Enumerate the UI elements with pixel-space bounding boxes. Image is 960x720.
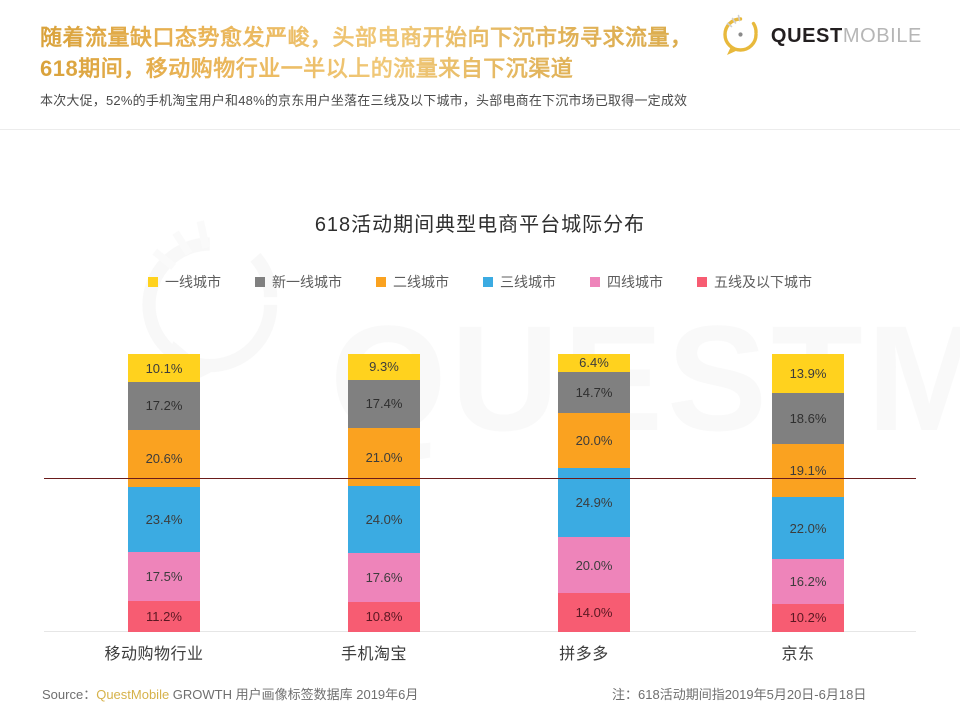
legend-label: 一线城市 bbox=[165, 274, 221, 290]
chart-baseline bbox=[44, 631, 916, 632]
legend-swatch-icon bbox=[376, 277, 386, 287]
bar-segment-value: 13.9% bbox=[789, 365, 827, 381]
category-label-0: 移动购物行业 bbox=[104, 646, 204, 663]
bar-segment[interactable]: 24.0% bbox=[348, 486, 420, 554]
legend-label: 二线城市 bbox=[393, 274, 449, 290]
stacked-bar[interactable]: 6.4% 14.7% 20.0% 24.9% 20.0% 14.0% bbox=[558, 354, 630, 632]
legend-label: 五线及以下城市 bbox=[714, 274, 812, 290]
page-footer: Source：QuestMobile GROWTH 用户画像标签数据库 2019… bbox=[0, 684, 960, 720]
bar-segment[interactable]: 17.2% bbox=[128, 382, 200, 430]
legend-label: 三线城市 bbox=[500, 274, 556, 290]
bar-segment-value: 14.0% bbox=[575, 605, 613, 620]
bar-segment-value: 20.6% bbox=[145, 451, 183, 466]
source-brand: QuestMobile bbox=[96, 687, 170, 702]
bar-segment[interactable]: 17.5% bbox=[128, 552, 200, 601]
bar-segment-value: 21.0% bbox=[365, 449, 403, 465]
chart-plot-area: 10.1% 17.2% 20.6% 23.4% 17.5% 11.2% 9.3% 17.4% 2… bbox=[0, 320, 960, 632]
legend-item-tier2[interactable]: 二线城市 bbox=[376, 272, 449, 292]
brand-wordmark-quest: QUEST bbox=[770, 24, 843, 47]
brand-wordmark-mobile: MOBILE bbox=[842, 24, 922, 47]
category-label-1: 手机淘宝 bbox=[340, 646, 407, 663]
bar-segment[interactable]: 11.2% bbox=[128, 600, 200, 632]
bar-segment-value: 16.2% bbox=[789, 573, 827, 589]
stacked-bar[interactable]: 10.1% 17.2% 20.6% 23.4% 17.5% 11.2% bbox=[128, 354, 200, 632]
bar-segment[interactable]: 13.9% bbox=[772, 354, 844, 393]
bar-segment-value: 22.0% bbox=[789, 520, 827, 536]
bar-segment[interactable]: 10.1% bbox=[128, 354, 200, 383]
bar-segment[interactable]: 6.4% bbox=[558, 354, 630, 372]
chart-legend: 一线城市 新一线城市 二线城市 三线城市 四线城市 五线及以下城市 bbox=[0, 272, 960, 292]
page-subtitle: 本次大促，52%的手机淘宝用户和48%的京东用户坐落在三线及以下城市，头部电商在… bbox=[40, 93, 688, 108]
period-note: 注：618活动期间指2019年5月20日-6月18日 bbox=[612, 687, 867, 702]
bar-segment[interactable]: 21.0% bbox=[348, 427, 420, 487]
brand-wordmark: QUESTMOBILE bbox=[771, 25, 922, 48]
bar-segment[interactable]: 24.9% bbox=[558, 468, 630, 538]
bar-segment-value: 20.0% bbox=[575, 432, 613, 448]
legend-item-new-tier1[interactable]: 新一线城市 bbox=[255, 272, 342, 292]
bar-segment[interactable]: 14.7% bbox=[558, 371, 630, 413]
bar-segment[interactable]: 19.1% bbox=[772, 444, 844, 498]
chart-card: QUESTMOBILE 618活动期间典型电商平台城际分布 一线城市 新一线城市… bbox=[0, 130, 960, 675]
bar-segment-value: 24.0% bbox=[365, 512, 403, 528]
bar-segment[interactable]: 16.2% bbox=[772, 558, 844, 604]
legend-swatch-icon bbox=[148, 277, 158, 287]
headline-line-1: 随着流量缺口态势愈发严峻，头部电商开始向下沉市场寻求流量， bbox=[40, 25, 693, 50]
legend-swatch-icon bbox=[697, 277, 707, 287]
bar-segment[interactable]: 20.0% bbox=[558, 412, 630, 469]
bar-segment-value: 24.9% bbox=[575, 495, 613, 511]
header-divider bbox=[0, 129, 960, 130]
legend-swatch-icon bbox=[590, 277, 600, 287]
bar-segment-value: 11.2% bbox=[146, 608, 182, 624]
bar-segment[interactable]: 14.0% bbox=[558, 593, 630, 632]
category-label-3: 京东 bbox=[781, 646, 815, 663]
bar-segment-value: 9.3% bbox=[369, 359, 399, 375]
page-title: 随着流量缺口态势愈发严峻，头部电商开始向下沉市场寻求流量， 618期间，移动购物… bbox=[40, 22, 760, 84]
bar-segment-value: 17.4% bbox=[365, 396, 403, 412]
category-label-2: 拼多多 bbox=[559, 646, 609, 663]
legend-item-tier3[interactable]: 三线城市 bbox=[483, 272, 556, 292]
bar-segment-value: 17.6% bbox=[365, 569, 403, 585]
bar-segment-value: 10.1% bbox=[145, 360, 183, 376]
bar-segment-value: 20.0% bbox=[575, 557, 613, 573]
legend-item-tier4[interactable]: 四线城市 bbox=[590, 272, 663, 292]
legend-label: 四线城市 bbox=[607, 274, 663, 290]
bar-segment[interactable]: 10.2% bbox=[772, 603, 844, 632]
legend-label: 新一线城市 bbox=[272, 274, 342, 290]
category-axis: 移动购物行业 手机淘宝 拼多多 京东 bbox=[0, 640, 960, 670]
legend-item-tier5[interactable]: 五线及以下城市 bbox=[697, 272, 812, 292]
bar-segment[interactable]: 18.6% bbox=[772, 392, 844, 445]
reference-line bbox=[44, 478, 916, 479]
bar-segment[interactable]: 17.4% bbox=[348, 379, 420, 428]
bar-segment[interactable]: 20.6% bbox=[128, 429, 200, 488]
chart-title: 618活动期间典型电商平台城际分布 bbox=[314, 214, 646, 236]
bar-segment[interactable]: 17.6% bbox=[348, 553, 420, 602]
legend-swatch-icon bbox=[483, 277, 493, 287]
bar-segment-value: 6.4% bbox=[579, 355, 609, 371]
bar-segment[interactable]: 10.8% bbox=[348, 601, 420, 632]
bar-segment-value: 10.2% bbox=[789, 610, 827, 626]
source-note: Source：QuestMobile GROWTH 用户画像标签数据库 2019… bbox=[42, 684, 418, 703]
questmobile-brand: QUESTMOBILE bbox=[720, 14, 922, 58]
source-prefix: Source： bbox=[42, 687, 97, 702]
bar-segment[interactable]: 23.4% bbox=[128, 487, 200, 553]
bar-segment[interactable]: 20.0% bbox=[558, 537, 630, 594]
source-rest: GROWTH 用户画像标签数据库 2019年6月 bbox=[169, 687, 419, 702]
stacked-bar[interactable]: 9.3% 17.4% 21.0% 24.0% 17.6% 10.8% bbox=[348, 353, 420, 632]
legend-item-tier1[interactable]: 一线城市 bbox=[148, 272, 221, 292]
bar-segment[interactable]: 9.3% bbox=[348, 353, 420, 380]
page-header: 随着流量缺口态势愈发严峻，头部电商开始向下沉市场寻求流量， 618期间，移动购物… bbox=[0, 0, 960, 130]
bar-segment[interactable]: 22.0% bbox=[772, 497, 844, 559]
bar-segment-value: 17.5% bbox=[145, 569, 183, 584]
bar-segment-value: 19.1% bbox=[789, 463, 827, 479]
bar-segment-value: 10.8% bbox=[365, 609, 403, 625]
bar-segment-value: 23.4% bbox=[145, 512, 183, 528]
bar-segment-value: 17.2% bbox=[145, 398, 183, 414]
bar-segment-value: 18.6% bbox=[789, 410, 827, 426]
legend-swatch-icon bbox=[255, 277, 265, 287]
headline-line-2: 618期间，移动购物行业一半以上的流量来自下沉渠道 bbox=[40, 56, 574, 81]
stacked-bar[interactable]: 13.9% 18.6% 19.1% 22.0% 16.2% 10.2% bbox=[772, 354, 844, 632]
bar-segment-value: 14.7% bbox=[575, 384, 613, 400]
questmobile-logo-icon bbox=[723, 14, 758, 55]
